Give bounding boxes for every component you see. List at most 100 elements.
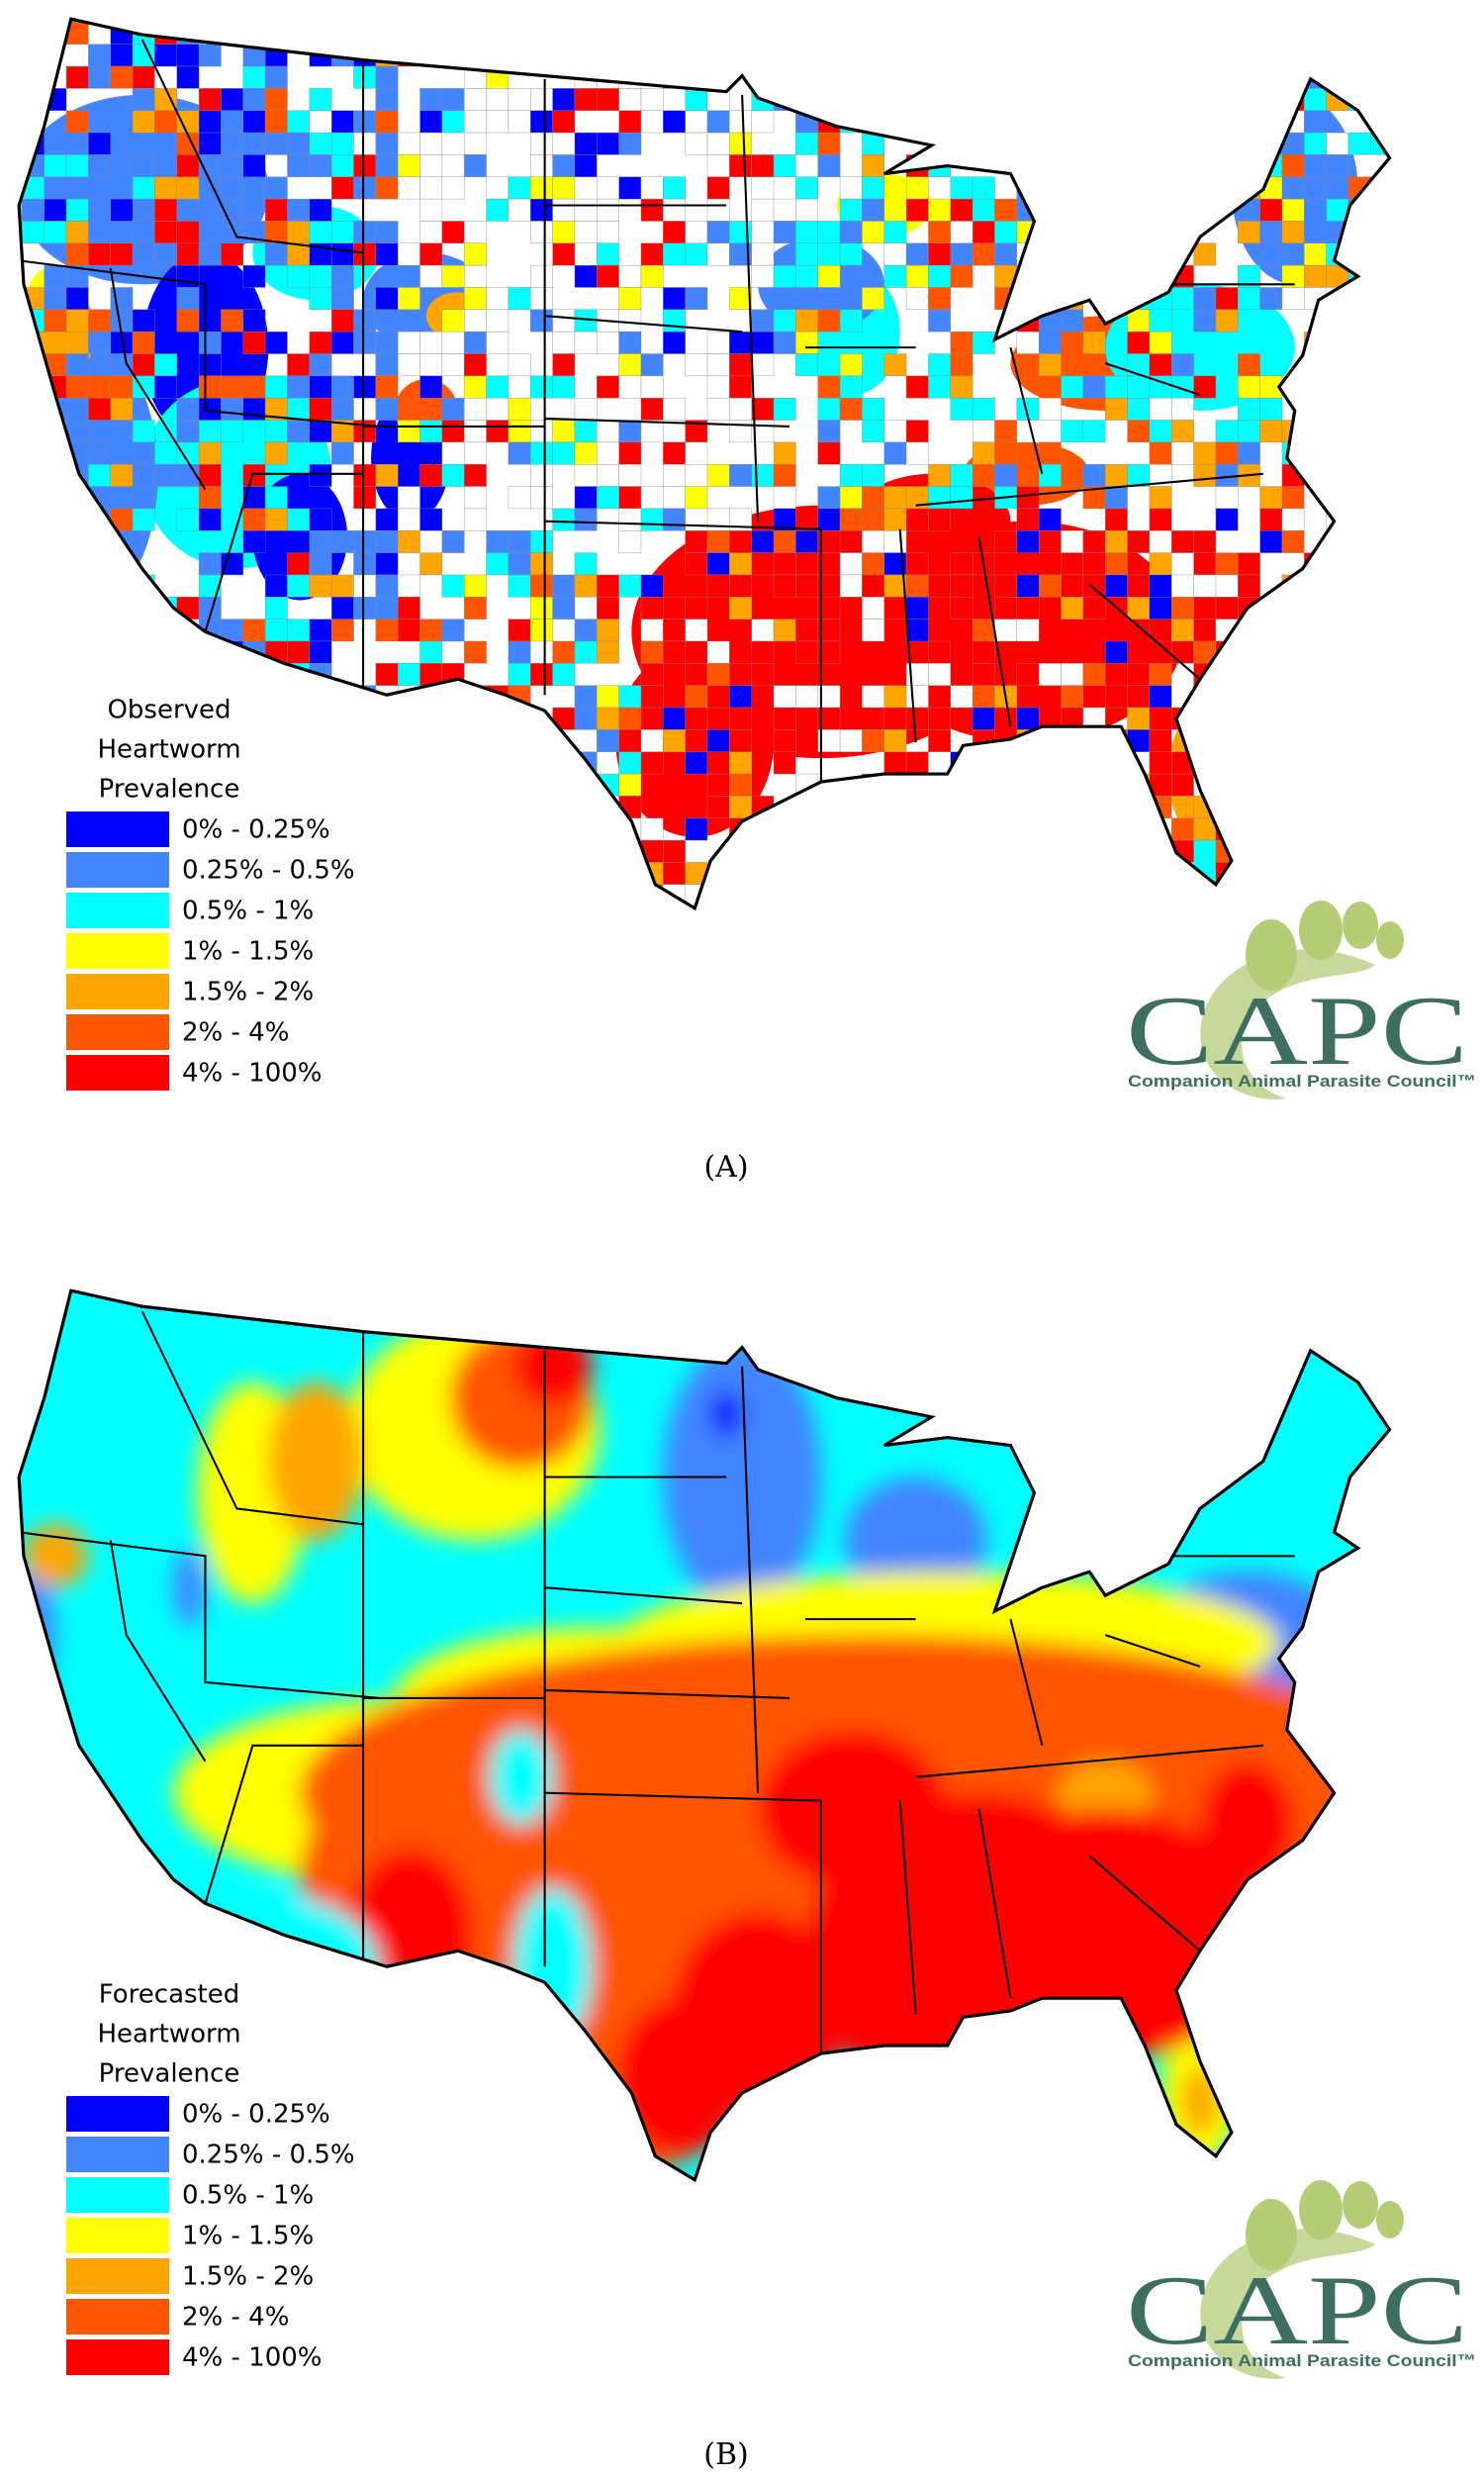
county <box>264 88 288 111</box>
county <box>1259 508 1283 531</box>
county <box>464 420 487 443</box>
county <box>486 397 510 421</box>
county <box>530 552 553 576</box>
county <box>862 287 884 311</box>
county <box>972 198 995 222</box>
county <box>242 751 266 775</box>
county <box>264 486 288 510</box>
county <box>176 397 200 421</box>
county <box>663 508 686 531</box>
county <box>1171 397 1194 421</box>
county <box>264 331 288 354</box>
legend-title: Observed <box>107 696 231 725</box>
legend-label: 1% - 1.5% <box>182 2222 314 2251</box>
county <box>1105 817 1128 841</box>
county <box>618 88 642 111</box>
county <box>552 508 576 531</box>
county <box>44 264 67 288</box>
county <box>154 22 177 45</box>
county <box>706 751 730 775</box>
state-border <box>109 1540 207 1763</box>
county <box>552 420 576 443</box>
county <box>663 242 686 266</box>
county <box>1082 530 1106 553</box>
county <box>110 375 134 399</box>
county <box>685 640 708 664</box>
county <box>883 839 907 863</box>
county <box>1238 773 1260 797</box>
county <box>1215 441 1239 465</box>
county <box>685 132 708 155</box>
county <box>309 574 332 598</box>
county <box>65 597 89 620</box>
county <box>1149 397 1172 421</box>
county <box>486 309 510 333</box>
county <box>530 773 553 797</box>
county <box>1281 862 1305 885</box>
county <box>110 65 134 89</box>
county <box>839 309 863 333</box>
county <box>773 707 796 730</box>
county <box>154 353 177 377</box>
county <box>618 331 642 354</box>
county <box>330 884 354 907</box>
county <box>618 375 642 399</box>
county <box>552 906 576 908</box>
county <box>1171 65 1194 89</box>
county <box>44 154 67 177</box>
county <box>597 88 619 111</box>
county <box>994 441 1018 465</box>
county <box>287 574 311 598</box>
county <box>1326 796 1349 818</box>
county <box>685 597 708 620</box>
logo-subtitle: Companion Animal Parasite Council™ <box>1128 2351 1476 2370</box>
county <box>950 464 974 487</box>
county <box>441 751 465 775</box>
county <box>597 375 619 399</box>
county <box>419 331 443 354</box>
county <box>706 640 730 664</box>
county <box>309 397 332 421</box>
county <box>1215 88 1239 111</box>
county <box>1061 773 1084 797</box>
county <box>994 110 1018 134</box>
county <box>1149 154 1172 177</box>
county <box>22 19 45 23</box>
state-border <box>1088 1855 1201 1953</box>
county <box>19 619 23 642</box>
county <box>508 862 531 885</box>
county <box>751 640 775 664</box>
county <box>552 331 576 354</box>
county <box>375 619 399 642</box>
county <box>309 640 332 664</box>
county <box>663 397 686 421</box>
county <box>706 884 730 907</box>
county <box>706 464 730 487</box>
county <box>1393 332 1415 353</box>
county <box>1215 751 1239 775</box>
county <box>508 530 531 553</box>
county <box>905 751 929 775</box>
county <box>972 773 995 797</box>
county <box>530 154 553 177</box>
county <box>685 19 708 23</box>
county <box>928 353 951 377</box>
county <box>751 331 775 354</box>
state-border <box>741 1366 760 1793</box>
county <box>330 685 354 709</box>
county <box>597 640 619 664</box>
county <box>309 751 332 775</box>
county <box>1347 242 1371 266</box>
county <box>1238 353 1260 377</box>
county <box>928 287 951 311</box>
county <box>375 242 399 266</box>
county <box>1304 685 1327 709</box>
logo-crescent <box>1200 949 1375 1099</box>
county <box>928 862 951 885</box>
county <box>883 486 907 510</box>
county <box>883 906 907 908</box>
county <box>19 264 23 288</box>
county <box>154 198 177 222</box>
county <box>640 88 664 111</box>
